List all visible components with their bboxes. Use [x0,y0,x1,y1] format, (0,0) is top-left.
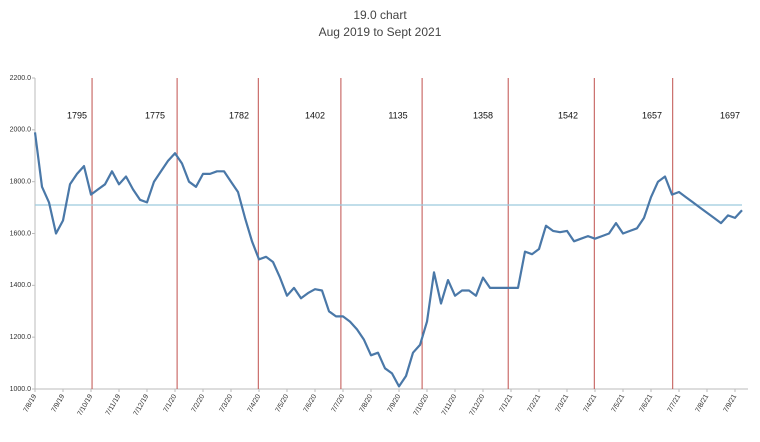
x-tick-label: 7/7/20 [331,393,347,413]
x-tick-label: 7/5/20 [275,393,291,413]
period-average: 1775 [145,110,165,120]
x-tick-label: 7/9/20 [387,393,403,413]
x-tick-label: 7/11/20 [441,393,459,416]
x-tick-label: 7/3/20 [219,393,235,413]
x-tick-label: 7/2/21 [527,393,543,413]
x-tick-label: 7/10/19 [77,393,95,417]
x-tick-label: 7/10/20 [413,393,431,417]
x-tick-label: 7/8/19 [23,393,39,413]
period-average: 1697 [720,110,740,120]
x-tick-label: 7/8/21 [695,393,711,413]
x-tick-label: 7/4/20 [247,393,263,413]
price-line [33,132,743,388]
x-tick-label: 7/9/21 [723,393,739,413]
y-tick-label: 1600.0 [10,230,32,237]
x-tick-label: 7/8/20 [359,393,375,413]
y-tick-label: 1400.0 [10,282,32,289]
y-tick-label: 1200.0 [10,334,32,341]
x-tick-label: 7/7/21 [667,393,683,413]
y-tick-label: 2200.0 [10,75,32,82]
x-tick-label: 7/2/20 [191,393,207,413]
x-tick-label: 7/6/20 [303,393,319,413]
x-tick-label: 7/3/21 [555,393,571,413]
period-average: 1542 [558,110,578,120]
chart-subtitle: Aug 2019 to Sept 2021 [319,25,442,39]
x-tick-label: 7/4/21 [583,393,599,413]
period-average: 1358 [473,110,493,120]
x-tick-label: 7/9/19 [51,393,67,413]
x-tick-label: 7/6/21 [639,393,655,413]
y-tick-label: 1000.0 [10,386,32,393]
x-tick-label: 7/1/21 [499,393,515,413]
x-tick-label: 7/12/19 [133,393,151,417]
period-average: 1782 [229,110,249,120]
x-tick-label: 7/12/20 [469,393,487,417]
period-average: 1657 [642,110,662,120]
y-tick-label: 1800.0 [10,179,32,186]
period-average: 1135 [388,110,407,120]
chart-title: 19.0 chart [353,8,407,22]
x-tick-label: 7/1/20 [163,393,179,413]
x-tick-label: 7/11/19 [105,393,123,416]
period-average: 1795 [67,110,87,120]
y-tick-label: 2000.0 [10,127,32,134]
period-average: 1402 [305,110,325,120]
x-tick-label: 7/5/21 [611,393,627,413]
